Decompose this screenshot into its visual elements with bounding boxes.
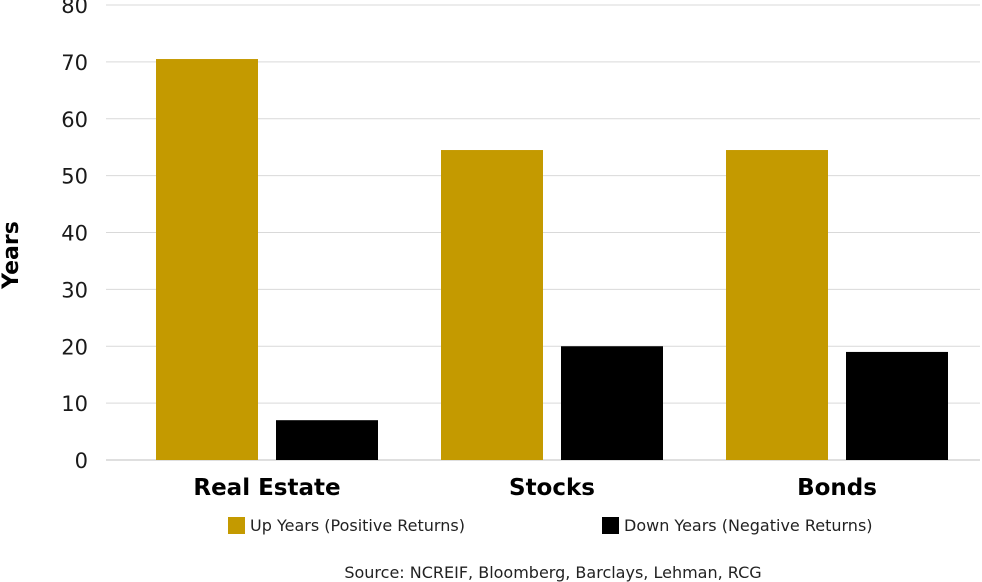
- bar-stocks-up: [441, 150, 543, 460]
- bar-real-estate-up: [156, 59, 258, 460]
- y-tick-label: 70: [61, 51, 88, 75]
- bars: [156, 59, 948, 460]
- bar-bonds-down: [846, 351, 948, 460]
- y-tick-label: 0: [75, 449, 88, 473]
- bar-real-estate-down: [276, 420, 378, 460]
- bar-stocks-down: [561, 346, 663, 460]
- y-tick-label: 60: [61, 108, 88, 132]
- legend-swatch: [602, 517, 619, 534]
- y-tick-label: 30: [61, 278, 88, 302]
- category-label: Bonds: [797, 475, 877, 501]
- x-axis-categories: Real Estate Stocks Bonds: [193, 475, 877, 501]
- y-tick-label: 50: [61, 165, 88, 189]
- bar-bonds-up: [726, 150, 828, 460]
- y-axis-ticks: 0 10 20 30 40 50 60 70 80: [61, 0, 88, 473]
- legend-label: Down Years (Negative Returns): [624, 516, 873, 535]
- source-note: Source: NCREIF, Bloomberg, Barclays, Leh…: [344, 563, 761, 582]
- category-label: Real Estate: [193, 475, 340, 501]
- y-tick-label: 40: [61, 222, 88, 246]
- category-label: Stocks: [509, 475, 595, 501]
- y-tick-label: 10: [61, 392, 88, 416]
- legend: Up Years (Positive Returns) Down Years (N…: [228, 516, 873, 535]
- y-tick-label: 20: [61, 335, 88, 359]
- y-tick-label: 80: [61, 0, 88, 18]
- legend-label: Up Years (Positive Returns): [250, 516, 465, 535]
- legend-swatch: [228, 517, 245, 534]
- y-axis-label: Years: [0, 221, 24, 290]
